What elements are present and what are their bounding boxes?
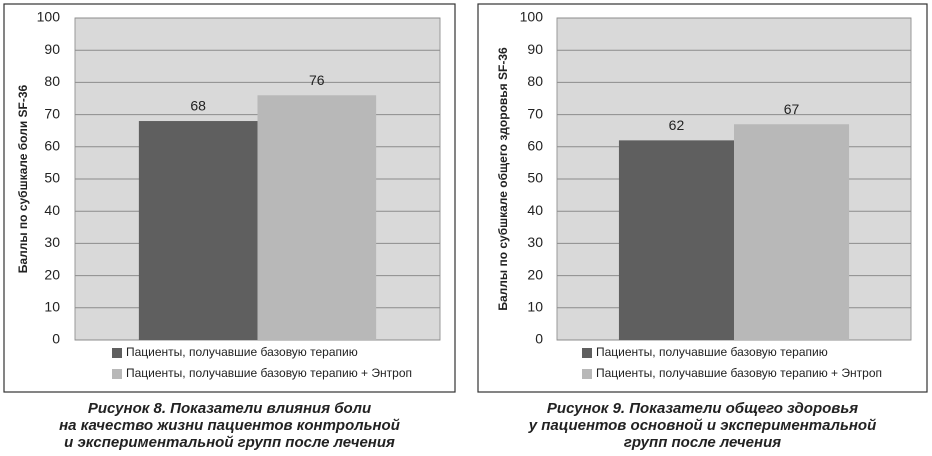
y-tick-label: 30 [44, 234, 60, 250]
caption-line: групп после лечения [624, 434, 781, 451]
caption-line: и экспериментальной групп после лечения [64, 434, 395, 451]
y-tick-label: 70 [527, 105, 543, 121]
legend-swatch [112, 348, 122, 358]
legend-label: Пациенты, получавшие базовую терапию + Э… [596, 366, 882, 380]
caption-line: Рисунок 9. Показатели общего здоровья [547, 400, 858, 417]
chart-frame [3, 3, 456, 393]
legend-swatch [582, 348, 592, 358]
y-tick-label: 10 [527, 299, 543, 315]
chart-frame [477, 3, 928, 393]
value-label: 62 [669, 117, 685, 133]
y-tick-label: 100 [37, 9, 61, 25]
y-tick-label: 60 [527, 138, 543, 154]
y-tick-label: 30 [527, 234, 543, 250]
bar [734, 124, 850, 340]
y-tick-label: 100 [520, 9, 544, 25]
y-tick-label: 80 [527, 73, 543, 89]
y-tick-label: 20 [527, 266, 543, 282]
y-tick-label: 70 [44, 105, 60, 121]
y-tick-label: 0 [535, 331, 543, 347]
y-tick-label: 40 [527, 202, 543, 218]
legend-label: Пациенты, получавшие базовую терапию [596, 345, 828, 359]
y-tick-label: 20 [44, 266, 60, 282]
legend-swatch [112, 369, 122, 379]
y-tick-label: 50 [527, 170, 543, 186]
legend-swatch [582, 369, 592, 379]
value-label: 68 [190, 98, 206, 114]
y-tick-label: 80 [44, 73, 60, 89]
y-axis-label: Баллы по субшкале боли SF-36 [16, 84, 30, 273]
y-tick-label: 90 [44, 41, 60, 57]
caption-line: у пациентов основной и экспериментальной [528, 417, 877, 434]
caption-line: Рисунок 8. Показатели влияния боли [88, 400, 371, 417]
legend-label: Пациенты, получавшие базовую терапию [126, 345, 358, 359]
y-axis-label: Баллы по субшкале общего здоровья SF-36 [496, 47, 510, 311]
value-label: 76 [309, 72, 325, 88]
bar [618, 140, 734, 340]
value-label: 67 [784, 101, 800, 117]
y-tick-label: 10 [44, 299, 60, 315]
y-tick-label: 60 [44, 138, 60, 154]
legend-label: Пациенты, получавшие базовую терапию + Э… [126, 366, 412, 380]
bar [257, 95, 377, 340]
y-tick-label: 0 [52, 331, 60, 347]
y-tick-label: 50 [44, 170, 60, 186]
y-tick-label: 40 [44, 202, 60, 218]
y-tick-label: 90 [527, 41, 543, 57]
caption-line: на качество жизни пациентов контрольной [59, 417, 400, 434]
bar [138, 121, 258, 340]
